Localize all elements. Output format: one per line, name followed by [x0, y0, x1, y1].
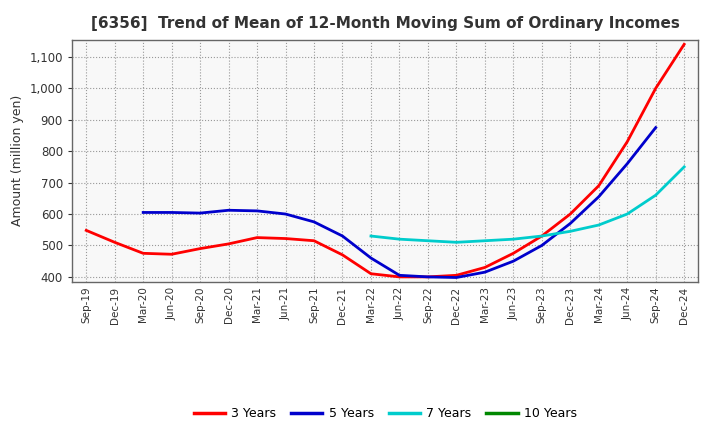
Y-axis label: Amount (million yen): Amount (million yen) [11, 95, 24, 226]
Title: [6356]  Trend of Mean of 12-Month Moving Sum of Ordinary Incomes: [6356] Trend of Mean of 12-Month Moving … [91, 16, 680, 32]
Legend: 3 Years, 5 Years, 7 Years, 10 Years: 3 Years, 5 Years, 7 Years, 10 Years [189, 403, 582, 425]
